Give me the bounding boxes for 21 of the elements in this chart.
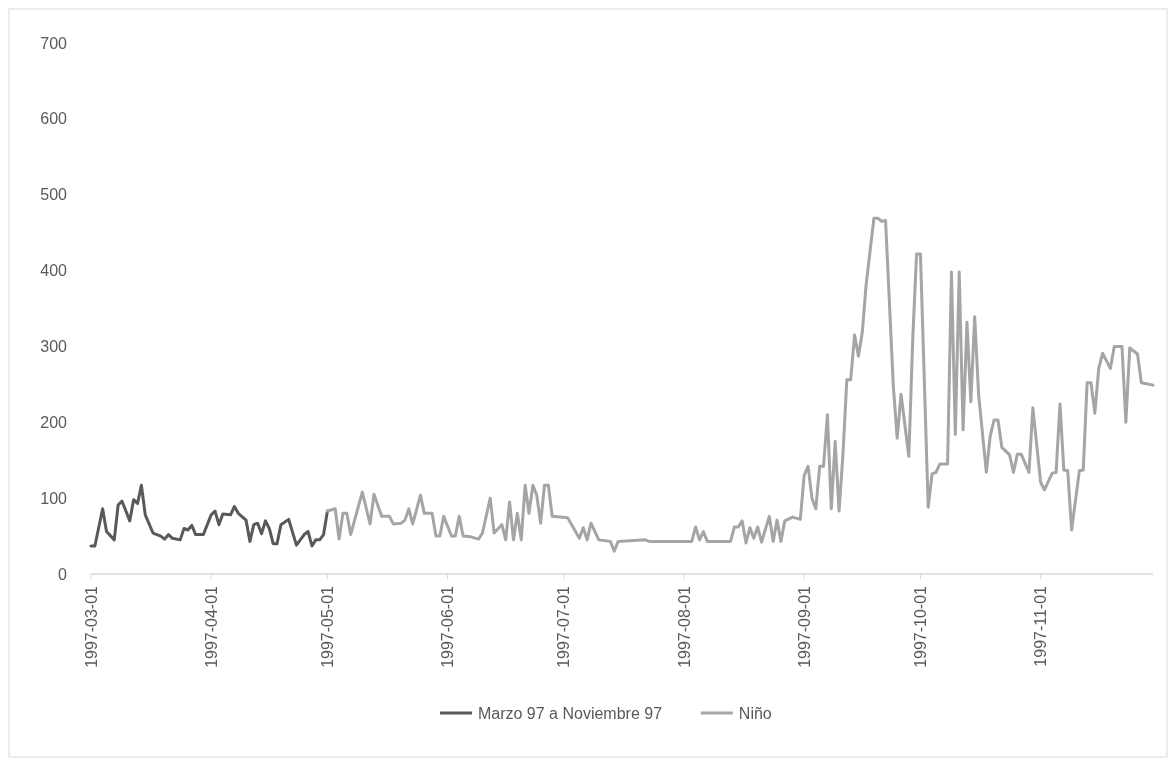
y-tick-label: 100 (40, 489, 68, 507)
legend-label: Marzo 97 a Noviembre 97 (477, 704, 663, 722)
y-tick-label: 400 (40, 262, 68, 280)
x-tick-label: 1997-05-01 (319, 585, 337, 668)
x-tick-label: 1997-10-01 (912, 585, 930, 668)
y-tick-label: 500 (40, 186, 68, 204)
legend-label: Niño (738, 704, 772, 722)
x-tick-label: 1997-06-01 (439, 585, 457, 668)
x-tick-label: 1997-04-01 (202, 585, 220, 668)
line-series (89, 483, 329, 548)
y-tick-label: 300 (40, 338, 68, 356)
x-tick-label: 1997-09-01 (795, 585, 813, 668)
x-tick-label: 1997-11-01 (1032, 585, 1050, 667)
x-tick-label: 1997-08-01 (675, 585, 693, 668)
line-series (325, 216, 1155, 553)
y-tick-label: 700 (40, 34, 68, 52)
x-tick-label: 1997-03-01 (82, 585, 100, 668)
x-tick-label: 1997-07-01 (555, 585, 573, 668)
y-tick-label: 600 (40, 110, 68, 128)
y-tick-label: 200 (40, 413, 68, 431)
y-tick-label: 0 (58, 565, 68, 583)
